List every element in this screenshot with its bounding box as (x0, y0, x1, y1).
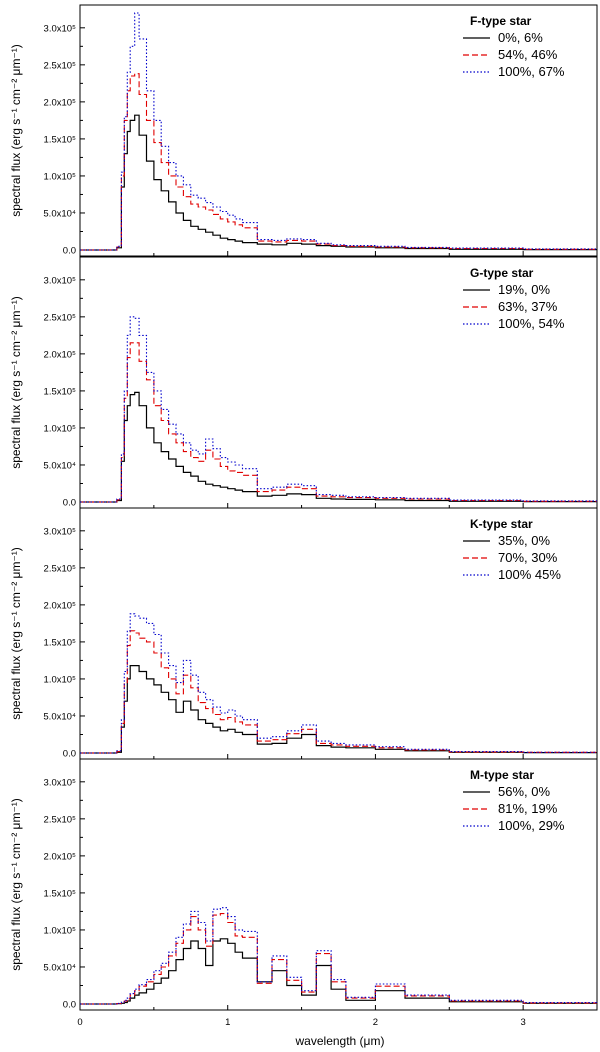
y-tick-label: 5.0x10⁴ (43, 711, 76, 722)
panel-frame (79, 758, 598, 1011)
legend-title: F-type star (470, 14, 532, 28)
x-tick-label: 2 (373, 1017, 378, 1028)
legend-label-2: 63%, 37% (498, 299, 558, 314)
y-tick-label: 2.5x10⁵ (44, 814, 77, 825)
legend-label-1: 19%, 0% (498, 282, 550, 297)
y-tick-label: 0.0 (63, 1000, 76, 1011)
y-tick-label: 1.5x10⁵ (44, 888, 77, 899)
series-line-2 (80, 913, 597, 1005)
y-tick-label: 2.5x10⁵ (44, 563, 77, 574)
legend-title: K-type star (470, 517, 533, 531)
y-tick-label: 2.0x10⁵ (44, 851, 77, 862)
x-axis-title: wavelength (μm) (295, 1034, 385, 1048)
legend-label-2: 54%, 46% (498, 47, 558, 62)
legend-title: G-type star (470, 266, 534, 280)
x-tick-label: 3 (520, 1017, 525, 1028)
panels-group: 0.0 5.0x10⁴ 1.0x10⁵ 1.5x10⁵ 2.0x10⁵ 2.5x10⁵ 3.… (9, 4, 598, 1011)
y-tick-label: 2.5x10⁵ (44, 312, 77, 323)
panel-2: 0.0 5.0x10⁴ 1.0x10⁵ 1.5x10⁵ 2.0x10⁵ 2.5x10⁵ 3.… (9, 256, 598, 509)
y-tick-label: 3.0x10⁵ (44, 526, 77, 537)
y-tick-label: 2.5x10⁵ (44, 60, 77, 71)
legend-label-3: 100%, 67% (498, 64, 565, 79)
series-line-3 (80, 613, 597, 754)
y-tick-label: 3.0x10⁵ (44, 275, 77, 286)
y-tick-label: 0.0 (63, 498, 76, 509)
y-tick-label: 2.0x10⁵ (44, 600, 77, 611)
series-line-3 (80, 907, 597, 1005)
legend-label-3: 100%, 29% (498, 818, 565, 833)
panel-1: 0.0 5.0x10⁴ 1.0x10⁵ 1.5x10⁵ 2.0x10⁵ 2.5x10⁵ 3.… (9, 4, 598, 257)
legend-title: M-type star (470, 768, 534, 782)
y-tick-label: 3.0x10⁵ (44, 777, 77, 788)
y-axis-title: spectral flux (erg s⁻¹ cm⁻² μm⁻¹) (9, 798, 23, 971)
y-tick-label: 1.0x10⁵ (44, 171, 77, 182)
x-tick-label: 0 (77, 1017, 82, 1028)
legend-label-3: 100%, 54% (498, 316, 565, 331)
y-tick-label: 1.5x10⁵ (44, 386, 77, 397)
y-axis-title: spectral flux (erg s⁻¹ cm⁻² μm⁻¹) (9, 296, 23, 469)
panel-frame (79, 4, 598, 257)
x-tick-label: 1 (225, 1017, 230, 1028)
y-tick-label: 3.0x10⁵ (44, 23, 77, 34)
x-axis: 0 1 2 3 (77, 1017, 525, 1028)
y-tick-label: 5.0x10⁴ (43, 962, 76, 973)
series-line-2 (80, 342, 597, 503)
series-line-2 (80, 73, 597, 251)
series-line-3 (80, 316, 597, 503)
series-line-3 (80, 12, 597, 251)
y-tick-label: 1.0x10⁵ (44, 925, 77, 936)
y-tick-label: 1.5x10⁵ (44, 637, 77, 648)
panel-4: 0.0 5.0x10⁴ 1.0x10⁵ 1.5x10⁵ 2.0x10⁵ 2.5x10⁵ 3.… (9, 758, 598, 1011)
legend-label-1: 35%, 0% (498, 533, 550, 548)
y-tick-label: 1.0x10⁵ (44, 423, 77, 434)
y-tick-label: 5.0x10⁴ (43, 460, 76, 471)
y-tick-label: 1.5x10⁵ (44, 134, 77, 145)
legend-label-2: 81%, 19% (498, 801, 558, 816)
series-line-1 (80, 938, 597, 1005)
y-tick-label: 5.0x10⁴ (43, 208, 76, 219)
series-line-1 (80, 665, 597, 754)
y-tick-label: 2.0x10⁵ (44, 349, 77, 360)
series-line-2 (80, 630, 597, 754)
legend-label-1: 56%, 0% (498, 784, 550, 799)
legend-label-1: 0%, 6% (498, 30, 543, 45)
y-tick-label: 0.0 (63, 749, 76, 760)
panel-3: 0.0 5.0x10⁴ 1.0x10⁵ 1.5x10⁵ 2.0x10⁵ 2.5x10⁵ 3.… (9, 507, 598, 760)
y-tick-label: 2.0x10⁵ (44, 97, 77, 108)
series-line-1 (80, 114, 597, 251)
y-tick-label: 0.0 (63, 246, 76, 257)
y-axis-title: spectral flux (erg s⁻¹ cm⁻² μm⁻¹) (9, 44, 23, 217)
series-line-1 (80, 391, 597, 503)
y-tick-label: 1.0x10⁵ (44, 674, 77, 685)
y-axis-title: spectral flux (erg s⁻¹ cm⁻² μm⁻¹) (9, 547, 23, 720)
legend-label-3: 100% 45% (498, 567, 561, 582)
legend-label-2: 70%, 30% (498, 550, 558, 565)
